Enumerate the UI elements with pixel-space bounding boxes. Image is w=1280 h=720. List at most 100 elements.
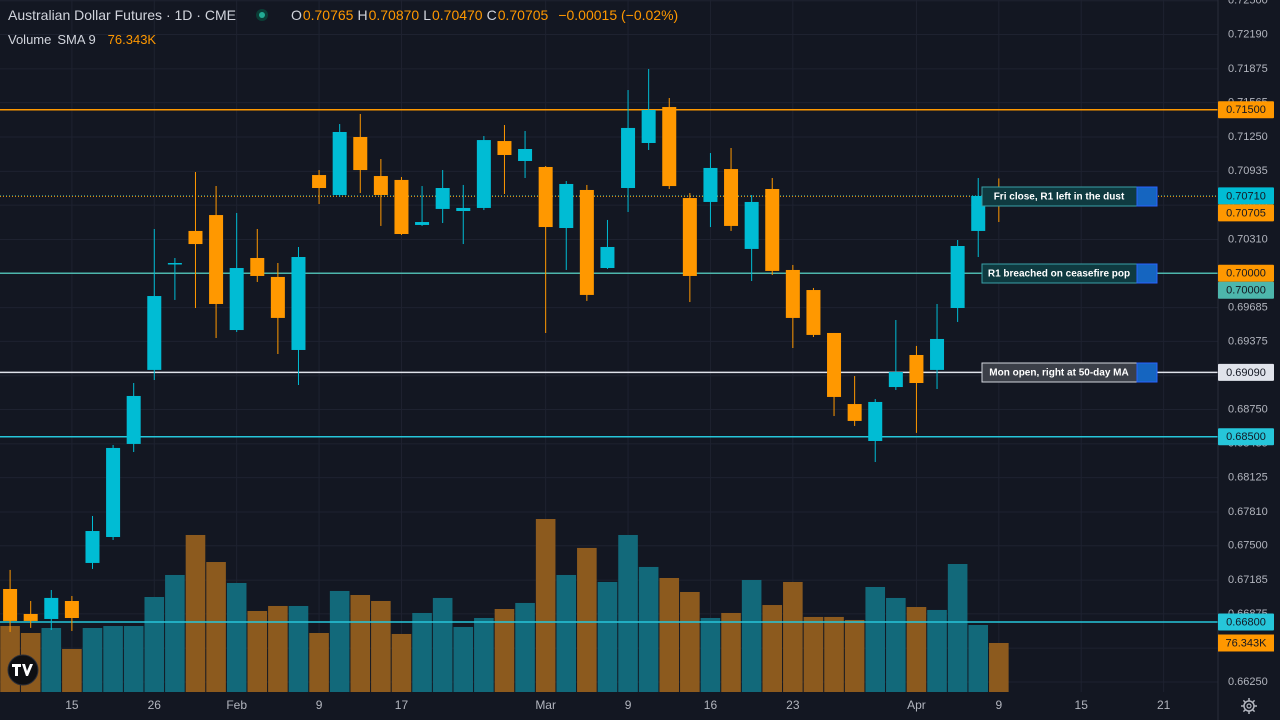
volume-bar [391, 633, 412, 692]
volume-bar [700, 617, 721, 692]
candle-body [868, 401, 883, 441]
volume-bar [165, 574, 185, 692]
settings-icon[interactable] [1241, 698, 1257, 714]
y-tick-label: 0.69375 [1228, 335, 1268, 347]
candle-body [847, 404, 862, 421]
volume-bar [865, 586, 886, 692]
ohlc: O 0.70765 H 0.70870 L 0.70470 C 0.70705 [288, 7, 548, 23]
ohlc-key: O [290, 7, 302, 23]
change: −0.00015 (−0.02%) [558, 7, 679, 23]
y-tick-label: 0.68125 [1228, 472, 1268, 484]
volume-bar [597, 581, 618, 692]
price-label: 0.70705 [1226, 207, 1266, 219]
volume-bar [226, 583, 247, 692]
candle-body [518, 148, 533, 161]
y-tick-label: 0.70310 [1228, 233, 1268, 245]
volume-bar [453, 626, 474, 692]
y-tick-label: 0.72500 [1228, 0, 1268, 7]
candle-body [64, 600, 79, 618]
candle-body [44, 597, 59, 619]
candle-body [415, 222, 430, 225]
x-tick-label: 16 [704, 698, 718, 712]
candle-body [641, 109, 656, 143]
volume-bar [432, 597, 453, 692]
candle-body [167, 263, 182, 265]
candle-body [703, 167, 718, 202]
volume-bar [515, 602, 535, 692]
x-tick-label: 21 [1157, 698, 1171, 712]
volume-bar [783, 581, 803, 692]
volume-bar [927, 609, 947, 692]
volume-bar [741, 579, 762, 692]
candle-body [85, 531, 100, 563]
candle-body [291, 257, 306, 350]
price-label-bg [1218, 204, 1274, 222]
candle-body [353, 137, 368, 171]
y-tick-label: 0.72190 [1228, 28, 1268, 40]
y-tick-label: 0.67185 [1228, 574, 1268, 586]
candle-body [476, 140, 491, 208]
volume-value: 76.343K [107, 32, 157, 47]
volume-bar [268, 605, 288, 692]
x-tick-label: Apr [907, 698, 926, 712]
price-label: 0.69090 [1226, 367, 1266, 379]
candle-body [23, 613, 38, 621]
candle-body [765, 188, 780, 271]
candle-body [950, 245, 965, 309]
volume-bar [947, 563, 968, 692]
annotation-text: Mon open, right at 50-day MA [989, 368, 1128, 379]
x-tick-label: 23 [786, 698, 800, 712]
price-label: 0.70710 [1226, 190, 1266, 202]
candle-body [827, 332, 842, 397]
logo-mark [12, 664, 33, 676]
candle-body [435, 188, 450, 209]
tv-logo[interactable] [7, 654, 39, 686]
candle-body [332, 131, 347, 195]
candle-body [909, 354, 924, 384]
price-label-bg [1218, 264, 1274, 282]
candle-body [662, 107, 677, 187]
candle-body [188, 230, 203, 245]
volume-bar [474, 617, 494, 692]
volume-bar [721, 612, 741, 692]
candle-body [250, 257, 265, 276]
candle-body [209, 215, 224, 304]
candle-body [394, 179, 409, 235]
volume-bar [906, 607, 927, 692]
x-tick-label: 26 [148, 698, 162, 712]
annotation-handle [1136, 362, 1158, 383]
volume-bar [803, 616, 824, 692]
volume-bar [103, 626, 123, 692]
volume-bar [577, 547, 597, 692]
sma-label: SMA 9 [57, 32, 96, 47]
legend-header: Australian Dollar Futures · 1D · CME O 0.… [8, 7, 678, 23]
gear-teeth [1241, 698, 1257, 714]
price-label: 0.68500 [1226, 431, 1266, 443]
volume-label: Volume [8, 32, 52, 47]
price-label-bg [1218, 428, 1274, 446]
volume-bar [556, 574, 577, 692]
price-label: 0.71500 [1226, 104, 1266, 116]
volume-bar [41, 627, 62, 692]
price-label-bg [1218, 187, 1274, 205]
volume-bar [618, 534, 638, 692]
volume-bar [680, 591, 700, 692]
candle-body [600, 246, 615, 269]
y-tick-label: 0.67500 [1228, 540, 1268, 552]
candle-body [930, 338, 945, 370]
y-tick-label: 0.71250 [1228, 131, 1268, 143]
market-status [255, 9, 268, 21]
candle-body [621, 127, 636, 189]
annotation-text: Fri close, R1 left in the dust [994, 192, 1125, 203]
x-tick-label: 15 [1075, 698, 1089, 712]
volume-bar [535, 519, 556, 692]
candle-body [724, 169, 739, 226]
volume-bar [247, 610, 268, 692]
volume-bar [371, 600, 391, 692]
price-label: 0.70000 [1226, 285, 1266, 297]
volume-bar [350, 595, 371, 692]
volume-bar [329, 590, 350, 692]
volume-legend: Volume SMA 9 76.343K [8, 32, 156, 47]
volume-bar [309, 633, 329, 692]
annotation-handle [1136, 263, 1158, 284]
